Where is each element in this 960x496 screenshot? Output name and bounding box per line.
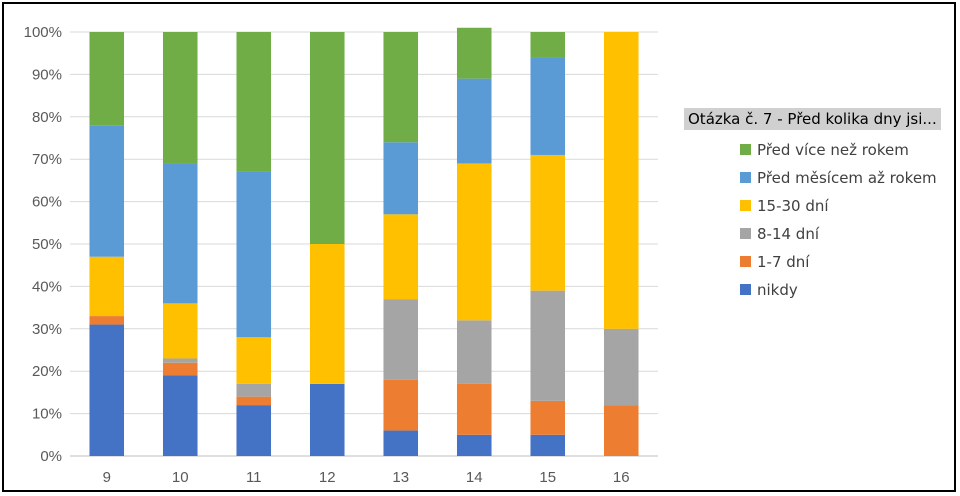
- x-tick-label: 12: [319, 469, 336, 486]
- bar-segment: [530, 400, 566, 435]
- bar-segment: [456, 27, 492, 79]
- y-tick-label: 30%: [32, 321, 62, 338]
- legend-item: Před více než rokem: [740, 136, 954, 164]
- bar-segment: [530, 57, 566, 155]
- bar-segment: [530, 154, 566, 291]
- x-tick-label: 10: [172, 469, 189, 486]
- bar-segment: [456, 163, 492, 321]
- bar-segment: [383, 32, 419, 143]
- bar-segment: [162, 375, 198, 456]
- bar-segment: [236, 405, 272, 456]
- legend-label: 8-14 dní: [757, 225, 820, 243]
- bar-segment: [603, 405, 639, 456]
- x-tick-label: 13: [392, 469, 409, 486]
- bar-segment: [456, 320, 492, 384]
- bar-segment: [236, 171, 272, 338]
- bar-segment: [89, 256, 125, 317]
- bar-segment: [383, 430, 419, 456]
- x-tick-label: 11: [246, 469, 262, 486]
- legend-items: Před více než rokem Před měsícem až rokem…: [740, 136, 954, 304]
- bar-segment: [162, 362, 198, 376]
- y-tick-label: 60%: [32, 194, 62, 211]
- bar-segment: [383, 299, 419, 380]
- bar-segment: [309, 244, 345, 384]
- x-tick-label: 14: [466, 469, 483, 486]
- bar-segment: [383, 142, 419, 215]
- bar-segment: [162, 303, 198, 359]
- stacked-bar-chart: 0% 10% 20% 30% 40% 50% 60% 70% 80% 90% 100% 9 10 11 1…: [24, 24, 658, 486]
- bar-segment: [603, 32, 639, 329]
- x-axis-ticks: 9 10 11 12 13 14 15 16: [103, 469, 630, 486]
- y-tick-label: 0%: [40, 448, 62, 465]
- y-tick-label: 80%: [32, 109, 62, 126]
- bar-segment: [236, 396, 272, 406]
- legend-swatch: [740, 256, 751, 267]
- bar-segment: [89, 324, 125, 456]
- x-tick-label: 9: [103, 469, 111, 486]
- bar-segment: [89, 32, 125, 126]
- legend-label: 1-7 dní: [757, 253, 810, 271]
- bar-segment: [456, 434, 492, 456]
- legend-swatch: [740, 200, 751, 211]
- bar-segment: [456, 78, 492, 164]
- bar-segment: [162, 163, 198, 304]
- y-tick-label: 10%: [32, 406, 62, 423]
- bar-segment: [309, 32, 345, 244]
- legend-item: 8-14 dní: [740, 220, 954, 248]
- bar-segment: [162, 32, 198, 164]
- legend-item: 15-30 dní: [740, 192, 954, 220]
- bar-segment: [530, 290, 566, 401]
- y-tick-label: 90%: [32, 66, 62, 83]
- bar-segment: [383, 379, 419, 431]
- y-tick-label: 100%: [24, 24, 62, 41]
- legend-item: nikdy: [740, 276, 954, 304]
- legend: Otázka č. 7 - Před kolika dny jsi... Pře…: [684, 108, 954, 304]
- bar-segment: [236, 32, 272, 172]
- x-tick-label: 15: [539, 469, 556, 486]
- y-tick-label: 40%: [32, 278, 62, 295]
- legend-label: Před měsícem až rokem: [757, 169, 937, 187]
- legend-swatch: [740, 284, 751, 295]
- bar-segment: [162, 358, 198, 363]
- y-axis-ticks: 0% 10% 20% 30% 40% 50% 60% 70% 80% 90% 100%: [24, 24, 62, 465]
- y-tick-label: 20%: [32, 363, 62, 380]
- legend-swatch: [740, 144, 751, 155]
- bar-segment: [383, 214, 419, 300]
- x-tick-label: 16: [613, 469, 630, 486]
- legend-swatch: [740, 228, 751, 239]
- bar-segment: [236, 383, 272, 397]
- bar-segment: [309, 383, 345, 456]
- legend-swatch: [740, 172, 751, 183]
- legend-label: nikdy: [757, 281, 798, 299]
- legend-item: 1-7 dní: [740, 248, 954, 276]
- legend-label: 15-30 dní: [757, 197, 829, 215]
- bar-segment: [603, 328, 639, 406]
- legend-label: Před více než rokem: [757, 141, 909, 159]
- legend-title: Otázka č. 7 - Před kolika dny jsi...: [684, 108, 941, 130]
- bar-segment: [89, 316, 125, 325]
- bars: [89, 27, 639, 456]
- bar-segment: [530, 434, 566, 456]
- bar-segment: [530, 32, 566, 58]
- legend-item: Před měsícem až rokem: [740, 164, 954, 192]
- bar-segment: [236, 337, 272, 384]
- bar-segment: [89, 125, 125, 257]
- gridlines: [70, 31, 658, 457]
- bar-segment: [456, 383, 492, 435]
- y-tick-label: 70%: [32, 151, 62, 168]
- y-tick-label: 50%: [32, 236, 62, 253]
